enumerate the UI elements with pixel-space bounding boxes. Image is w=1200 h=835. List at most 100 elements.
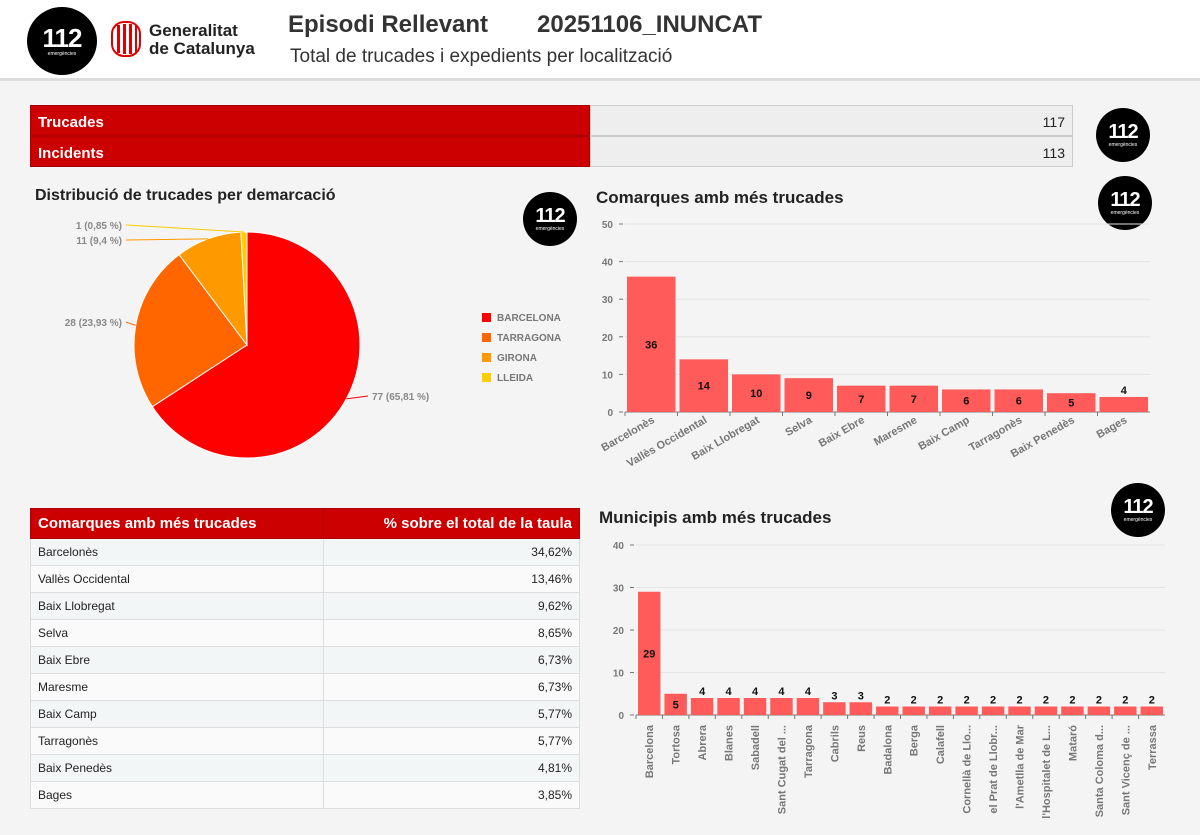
x-tick-label: Badalona	[882, 724, 894, 774]
x-tick-label: Sant Cugat del ...	[776, 725, 788, 814]
bar-Sant Cugat del ...	[770, 698, 793, 715]
pie-slice-tarragona	[133, 253, 248, 408]
bar-Cabrils	[823, 702, 846, 715]
table-row: Baix Ebre 6,73%	[29, 646, 580, 674]
table-row: Barcelonès 34,62%	[29, 538, 580, 566]
y-tick-label: 50	[602, 220, 614, 231]
pie-data-label: 77 (65,81 %)	[372, 392, 429, 403]
logo-112: 112 emergències	[523, 192, 577, 246]
x-tick-label: Baix Camp	[917, 414, 972, 453]
bar-value-label: 5	[1068, 398, 1074, 410]
legend-swatch	[482, 313, 491, 322]
comarca-cell: Barcelonès	[29, 538, 325, 566]
bar-value-label: 9	[806, 390, 812, 402]
table-row: Maresme 6,73%	[29, 673, 580, 701]
pie-leader-line	[346, 395, 369, 400]
bar-Cornellà de Llo...	[955, 706, 978, 715]
x-tick-label: Sant Vicenç de ...	[1120, 725, 1132, 815]
x-tick-label: Berga	[909, 724, 921, 756]
bar-Baix Ebre	[837, 385, 886, 412]
pie-data-label: 11 (9,4 %)	[76, 236, 122, 247]
bar-Abrera	[690, 698, 714, 715]
bar-Barcelona	[638, 591, 661, 715]
comarca-cell: Baix Penedès	[29, 754, 325, 782]
bar-value-label: 2	[884, 695, 890, 707]
bar-value-label: 2	[1043, 695, 1049, 707]
x-tick-label: Santa Coloma d...	[1094, 725, 1106, 817]
x-tick-label: Terrassa	[1147, 724, 1159, 770]
y-tick-label: 40	[613, 541, 625, 552]
table-row: Baix Camp 5,77%	[29, 700, 580, 728]
x-tick-label: Cornellà de Llo...	[962, 725, 974, 814]
x-tick-label: Reus	[856, 725, 868, 752]
bar-Baix Llobregat	[732, 374, 781, 412]
episode-code: 20251106_INUNCAT	[537, 11, 763, 38]
y-tick-label: 0	[618, 711, 624, 722]
legend-label: GIRONA	[497, 353, 537, 364]
bar-Barcelonès	[627, 276, 676, 412]
legend-swatch	[482, 353, 491, 362]
bar-Tarragona	[796, 698, 820, 715]
bar-value-label: 4	[1121, 385, 1128, 397]
bar-Maresme	[889, 385, 938, 412]
y-tick-label: 10	[613, 669, 625, 680]
legend-swatch	[482, 333, 491, 342]
y-tick-label: 20	[602, 333, 614, 344]
bar-l'Hospitalet de L...	[1034, 706, 1058, 715]
bar-value-label: 6	[963, 396, 969, 408]
x-tick-label: Selva	[783, 414, 815, 439]
percent-cell: 4,81%	[323, 754, 580, 782]
comarca-cell: Maresme	[29, 673, 325, 701]
table-row: Baix Penedès 4,81%	[29, 754, 580, 782]
comarca-cell: Baix Camp	[29, 700, 325, 728]
table-header: Comarques amb més trucades	[29, 508, 325, 539]
bar-value-label: 2	[1096, 695, 1102, 707]
bar-el Prat de Llobr...	[981, 706, 1005, 715]
x-tick-label: Baix Ebre	[817, 414, 867, 450]
legend-label: BARCELONA	[497, 313, 561, 324]
x-tick-label: l'Hospitalet de L...	[1041, 725, 1053, 819]
bar-l'Ametlla de Mar	[1008, 706, 1031, 715]
percent-cell: 5,77%	[323, 700, 580, 728]
pie-data-label: 1 (0,85 %)	[76, 221, 122, 232]
bar-value-label: 6	[1016, 396, 1022, 408]
x-tick-label: Maresme	[872, 414, 919, 448]
bar-value-label: 5	[673, 699, 679, 711]
bar-value-label: 2	[1149, 695, 1155, 707]
logo-112: 112 emergències	[27, 7, 97, 75]
summary-row-incidents: Incidents 113	[30, 136, 1073, 167]
bar-Sant Vicenç de ...	[1114, 706, 1137, 715]
bar-Berga	[902, 706, 925, 715]
comarca-cell: Vallès Occidental	[29, 565, 325, 593]
bar-value-label: 3	[858, 690, 864, 702]
bar-value-label: 10	[750, 388, 762, 400]
bar-value-label: 29	[643, 648, 655, 660]
bar-Bages	[1099, 396, 1148, 412]
x-tick-label: Tortosa	[671, 724, 683, 764]
x-tick-label: Bages	[1095, 414, 1130, 441]
logo-112: 112 emergències	[1096, 108, 1150, 162]
bar-value-label: 4	[726, 686, 733, 698]
bar-Vallès Occidental	[679, 359, 728, 412]
y-tick-label: 10	[602, 370, 614, 381]
bar-value-label: 7	[911, 394, 917, 406]
pie-leader-line	[125, 238, 209, 241]
y-tick-label: 0	[607, 408, 613, 419]
bar-value-label: 2	[911, 695, 917, 707]
percent-cell: 6,73%	[323, 673, 580, 701]
bar-Mataró	[1061, 706, 1084, 715]
summary-row-trucades: Trucades 117	[30, 105, 1073, 136]
x-tick-label: Barcelona	[644, 724, 656, 778]
comarques-table: Comarques amb més trucades% sobre el tot…	[29, 508, 580, 809]
table-row: Baix Llobregat 9,62%	[29, 592, 580, 620]
logo-112: 112 emergències	[1111, 483, 1165, 537]
table-row: Tarragonès 5,77%	[29, 727, 580, 755]
bar-value-label: 4	[778, 686, 785, 698]
bar-value-label: 36	[645, 339, 657, 351]
header	[0, 0, 1200, 81]
bar-Terrassa	[1140, 706, 1163, 715]
x-tick-label: Abrera	[697, 724, 709, 760]
bar-Tarragonès	[994, 389, 1043, 412]
bar-value-label: 4	[752, 686, 759, 698]
pie-leader-line	[125, 224, 244, 233]
